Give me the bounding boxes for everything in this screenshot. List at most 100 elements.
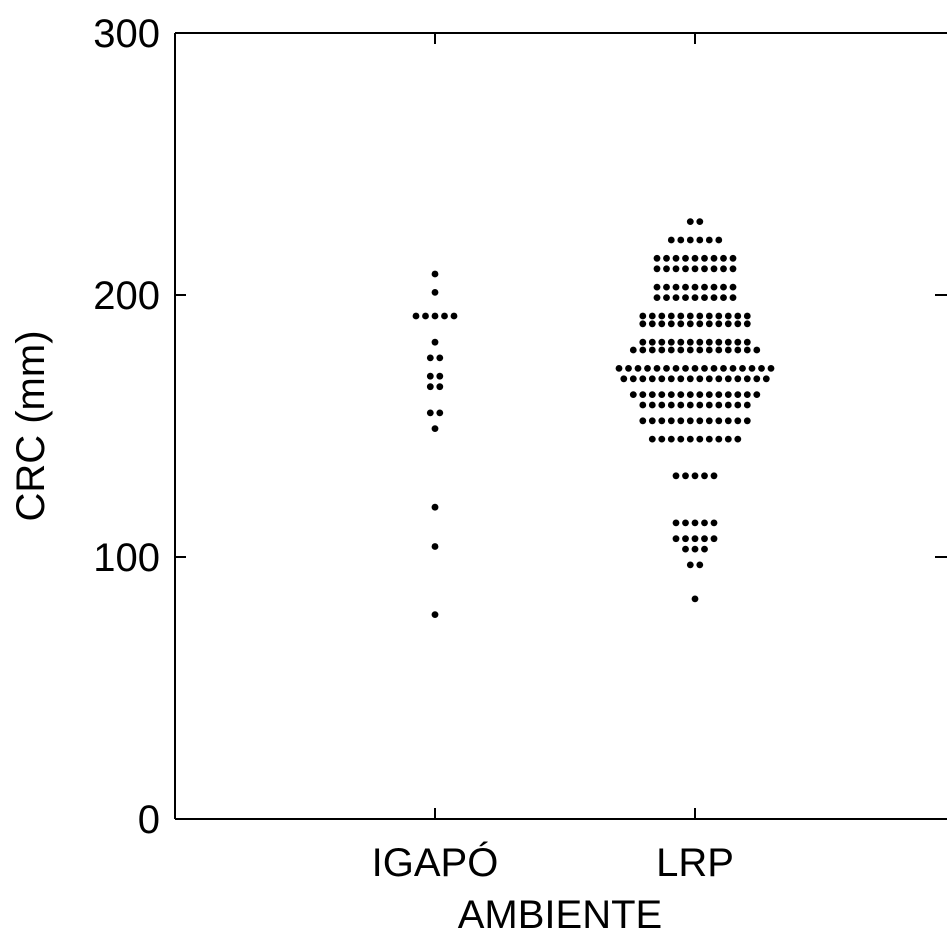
data-point	[431, 425, 439, 432]
data-point	[686, 338, 694, 346]
data-point	[426, 383, 434, 391]
y-tick-label: 200	[93, 274, 160, 318]
data-point	[696, 346, 704, 354]
data-point	[705, 417, 713, 425]
data-point	[667, 391, 675, 398]
data-point	[677, 320, 685, 328]
data-point	[653, 265, 661, 273]
data-point	[724, 401, 732, 409]
data-point	[639, 346, 647, 354]
data-point	[729, 294, 737, 301]
data-point	[658, 312, 666, 320]
data-point	[710, 365, 718, 372]
data-point	[734, 375, 742, 383]
data-point	[701, 472, 708, 480]
x-tick-label-igapo: IGAPÓ	[372, 840, 499, 885]
data-point	[753, 375, 761, 383]
data-point	[677, 401, 685, 409]
data-point	[658, 401, 666, 409]
data-point	[729, 365, 737, 372]
data-point	[701, 545, 708, 553]
data-point	[615, 365, 623, 372]
data-point	[663, 254, 670, 262]
data-point	[667, 312, 675, 320]
data-point	[639, 375, 647, 383]
data-point	[658, 346, 666, 354]
data-point	[748, 365, 756, 372]
data-point	[648, 435, 656, 443]
data-point	[677, 375, 685, 383]
data-point	[734, 338, 742, 346]
plot-frame	[174, 32, 947, 820]
data-point	[682, 472, 689, 480]
data-point	[691, 365, 699, 372]
data-point	[672, 294, 680, 301]
data-point	[701, 265, 708, 273]
data-point	[724, 435, 732, 443]
data-point	[720, 365, 727, 372]
data-point	[672, 283, 680, 291]
data-point	[729, 254, 737, 262]
data-point	[441, 312, 448, 320]
data-point	[720, 254, 727, 262]
data-point	[431, 289, 439, 296]
data-point	[720, 283, 727, 291]
data-point	[663, 365, 670, 372]
data-point	[686, 561, 694, 569]
data-point	[710, 283, 718, 291]
data-point	[710, 535, 718, 543]
data-point	[710, 254, 718, 262]
data-point	[412, 312, 420, 320]
data-point	[667, 320, 675, 328]
data-point	[682, 265, 689, 273]
data-point	[426, 372, 434, 380]
data-point	[696, 218, 704, 226]
category-labels: IGAPÓ LRP	[372, 840, 734, 885]
data-point	[701, 254, 708, 262]
data-point	[422, 312, 429, 320]
data-point	[658, 435, 666, 443]
data-point	[634, 365, 642, 372]
data-point	[639, 417, 647, 425]
data-point	[672, 265, 680, 273]
data-point	[724, 338, 732, 346]
data-point	[696, 375, 704, 383]
data-point	[691, 595, 699, 603]
x-axis-title: AMBIENTE	[458, 893, 662, 934]
data-point	[724, 417, 732, 425]
data-point	[431, 270, 439, 278]
data-point	[762, 375, 770, 383]
data-point	[682, 545, 689, 553]
data-point	[682, 519, 689, 527]
data-point	[672, 535, 680, 543]
y-tick-label: 300	[93, 12, 160, 56]
data-point	[677, 435, 685, 443]
data-point	[701, 535, 708, 543]
data-point	[734, 401, 742, 409]
data-point	[705, 391, 713, 398]
data-point	[658, 320, 666, 328]
data-point	[715, 236, 723, 244]
data-point	[686, 401, 694, 409]
data-point	[701, 294, 708, 301]
data-point	[705, 346, 713, 354]
data-point	[743, 417, 751, 425]
data-point	[677, 338, 685, 346]
data-point	[743, 320, 751, 328]
data-point	[720, 294, 727, 301]
ticks: 0 100 200 300	[93, 12, 947, 842]
data-point	[682, 283, 689, 291]
data-point	[431, 611, 439, 618]
data-point	[629, 391, 637, 398]
data-point	[691, 254, 699, 262]
data-point	[696, 338, 704, 346]
data-point	[682, 294, 689, 301]
data-point	[691, 519, 699, 527]
data-point	[639, 320, 647, 328]
data-point	[436, 409, 444, 417]
data-point	[686, 218, 694, 226]
data-point	[734, 312, 742, 320]
data-point	[620, 375, 628, 383]
data-point	[648, 320, 656, 328]
